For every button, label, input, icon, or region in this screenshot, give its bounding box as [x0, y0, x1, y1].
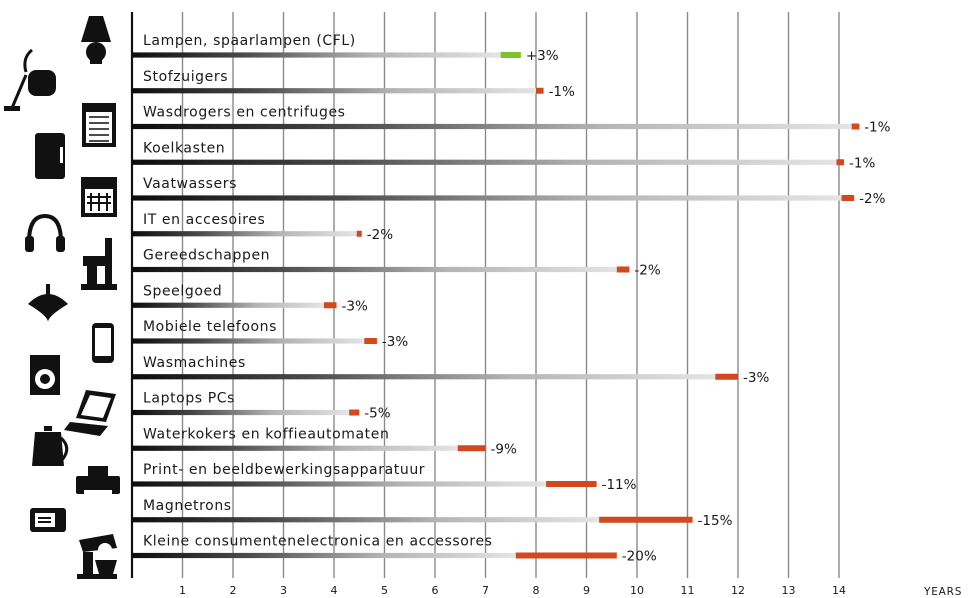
change-label: -1% [549, 84, 575, 100]
change-segment [851, 123, 860, 130]
x-tick-label: 3 [280, 584, 287, 597]
change-segment [599, 516, 693, 523]
x-tick-label: 10 [630, 584, 644, 597]
washing-machine-icon [30, 355, 60, 395]
change-segment [836, 159, 845, 166]
lifespan-bar [132, 445, 458, 451]
drill-icon [81, 238, 117, 290]
change-segment [457, 445, 486, 452]
grid-lines [130, 12, 840, 578]
change-label: -15% [698, 513, 733, 529]
x-tick-label: 12 [731, 584, 745, 597]
lifespan-bar [132, 231, 357, 237]
x-tick-label: 8 [533, 584, 540, 597]
x-tick-label: 14 [832, 584, 846, 597]
category-label: Waterkokers en koffieautomaten [143, 426, 389, 442]
change-label: -20% [622, 549, 657, 565]
refrigerator-icon [35, 133, 65, 179]
change-segment [364, 338, 377, 344]
change-label: -5% [364, 406, 390, 422]
change-label: -1% [849, 155, 875, 171]
lifespan-bar [132, 52, 501, 58]
x-tick-label: 7 [482, 584, 489, 597]
change-segment [715, 373, 738, 380]
lamp-icon [81, 16, 111, 64]
change-label: -3% [382, 334, 408, 350]
lifespan-bar [132, 409, 350, 416]
lifespan-bar [132, 266, 617, 273]
category-label: Lampen, spaarlampen (CFL) [143, 33, 356, 49]
change-segment [515, 552, 617, 559]
spinning-top-icon [28, 284, 68, 322]
lifespan-bar [132, 159, 837, 165]
lifespan-bar [132, 338, 365, 344]
change-label: -9% [491, 441, 517, 457]
change-label: -3% [743, 370, 769, 386]
lifespan-bar [132, 517, 600, 523]
vacuum-cleaner-icon [4, 48, 56, 111]
bars-layer [132, 52, 860, 559]
change-label: -2% [634, 263, 660, 279]
category-label: Mobiele telefoons [143, 319, 277, 335]
change-label: -1% [864, 120, 890, 136]
x-tick-label: 11 [681, 584, 695, 597]
category-label: Speelgoed [143, 283, 222, 299]
change-label: -2% [859, 191, 885, 207]
lifespan-bar [132, 123, 852, 130]
change-segment [536, 87, 544, 94]
lifespan-bar [132, 195, 842, 201]
change-segment [841, 195, 855, 201]
food-mixer-icon [77, 534, 117, 579]
x-axis-title: YEARS [923, 586, 962, 598]
lifespan-bar [132, 374, 716, 380]
lifespan-bar [132, 302, 324, 308]
category-label: Gereedschappen [143, 248, 270, 264]
change-segment [546, 481, 597, 487]
dishwasher-icon [81, 177, 117, 217]
x-tick-label: 4 [331, 584, 338, 597]
category-label: IT en accesoires [143, 212, 265, 228]
category-label: Magnetrons [143, 498, 232, 514]
category-label: Print- en beeldbewerkingsapparatuur [143, 462, 425, 478]
kettle-icon [32, 426, 69, 466]
change-label: +3% [526, 48, 559, 64]
lifespan-bar [132, 88, 536, 94]
category-label: Vaatwassers [143, 176, 237, 192]
category-label: Stofzuigers [143, 69, 228, 85]
category-label: Wasdrogers en centrifuges [143, 105, 346, 121]
printer-icon [76, 466, 120, 494]
lifespan-bar [132, 481, 547, 487]
change-segment [323, 302, 337, 309]
icons-layer [4, 16, 120, 579]
change-label: -3% [342, 298, 368, 314]
x-tick-label: 1 [179, 584, 186, 597]
x-tick-label: 9 [583, 584, 590, 597]
lifespan-bar [132, 552, 516, 559]
labels-layer: Lampen, spaarlampen (CFL) +3% Stofzuigers -… [143, 33, 891, 565]
laptop-icon [64, 390, 116, 436]
change-segment [500, 52, 521, 58]
x-tick-label: 5 [381, 584, 388, 597]
category-label: Laptops PCs [143, 391, 235, 407]
category-label: Wasmachines [143, 355, 246, 371]
headphones-icon [25, 213, 65, 252]
category-label: Kleine consumentenelectronica en accesso… [143, 534, 493, 550]
microwave-icon [30, 508, 66, 532]
change-segment [616, 266, 630, 273]
mobile-phone-icon [92, 323, 114, 363]
x-axis-ticks: 1 2 3 4 5 6 7 8 9 10 11 12 13 14 [179, 584, 846, 597]
category-label: Koelkasten [143, 140, 225, 156]
x-tick-label: 2 [230, 584, 237, 597]
tumble-dryer-icon [82, 103, 116, 147]
change-segment [349, 409, 360, 416]
change-label: -11% [602, 477, 637, 493]
x-tick-label: 13 [782, 584, 796, 597]
change-segment [356, 230, 362, 237]
x-tick-label: 6 [432, 584, 439, 597]
change-label: -2% [367, 227, 393, 243]
